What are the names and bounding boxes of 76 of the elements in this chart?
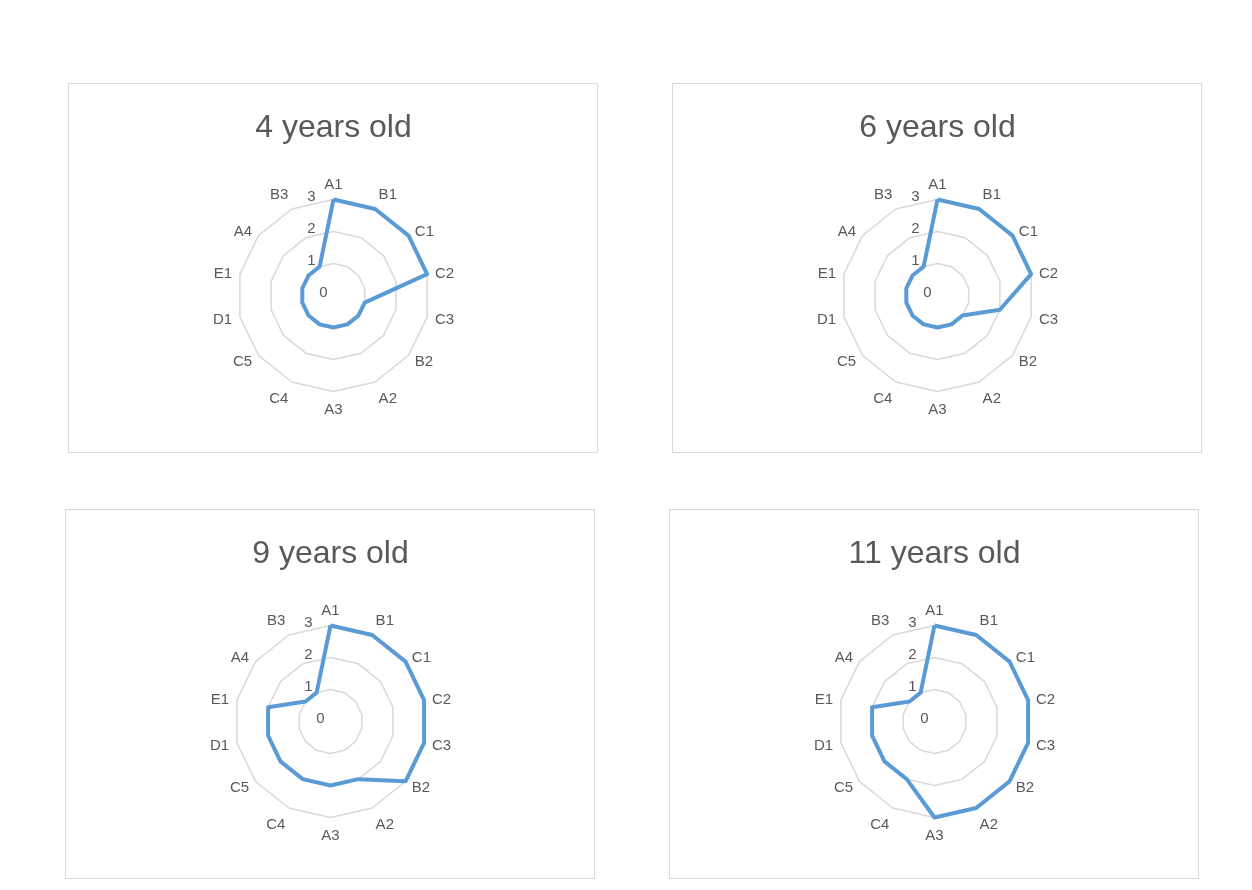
spoke-label: C1 [1018, 222, 1038, 240]
spoke-label: C4 [873, 389, 893, 407]
y-tick-label: 0 [923, 282, 932, 300]
spoke-label: A1 [321, 600, 340, 618]
spoke-label: A2 [982, 389, 1001, 407]
y-tick-label: 3 [307, 186, 316, 204]
spoke-label: C1 [414, 222, 434, 240]
spoke-label: C3 [1035, 736, 1056, 754]
spoke-label: A1 [324, 174, 343, 192]
spoke-label: C5 [230, 777, 250, 795]
spoke-label: C1 [1015, 648, 1035, 666]
spoke-label: C5 [837, 351, 857, 369]
y-tick-label: 2 [307, 218, 316, 236]
y-tick-label: 1 [911, 250, 920, 268]
spoke-label: C2 [1038, 263, 1059, 281]
spoke-label: C3 [1038, 310, 1059, 328]
spoke-label: D1 [212, 310, 233, 328]
spoke-label: C5 [834, 777, 854, 795]
spoke-label: D1 [813, 736, 834, 754]
spoke-label: E1 [210, 689, 230, 707]
spoke-label: A2 [979, 815, 998, 833]
chart-title: 4 years old [255, 107, 412, 144]
spoke-label: E1 [817, 263, 837, 281]
spoke-label: A3 [324, 399, 343, 417]
spoke-label: B3 [871, 610, 890, 628]
y-tick-label: 2 [908, 644, 917, 662]
spoke-label: C3 [434, 310, 455, 328]
chart-title: 9 years old [252, 533, 409, 570]
spoke-label: A3 [925, 825, 944, 843]
spoke-label: A4 [834, 648, 854, 666]
spoke-label: C3 [431, 736, 452, 754]
chart-title: 6 years old [859, 107, 1016, 144]
spoke-label: A2 [378, 389, 397, 407]
spoke-label: B3 [267, 610, 286, 628]
spoke-label: B3 [270, 184, 289, 202]
spoke-label: A3 [321, 825, 340, 843]
spoke-label: A1 [925, 600, 944, 618]
spoke-label: C4 [266, 815, 286, 833]
y-tick-label: 3 [304, 612, 313, 630]
spoke-label: B1 [982, 184, 1001, 202]
spoke-label: E1 [814, 689, 834, 707]
y-tick-label: 0 [319, 282, 328, 300]
spoke-label: B2 [1015, 777, 1035, 795]
spoke-label: C4 [870, 815, 890, 833]
spoke-label: C2 [434, 263, 455, 281]
spoke-label: A3 [928, 399, 947, 417]
spoke-label: C5 [233, 351, 253, 369]
y-tick-label: 1 [908, 676, 917, 694]
spoke-label: B2 [1018, 351, 1038, 369]
spoke-label: B2 [414, 351, 434, 369]
spoke-label: D1 [209, 736, 230, 754]
spoke-label: B1 [378, 184, 397, 202]
y-tick-label: 1 [304, 676, 313, 694]
spoke-label: D1 [816, 310, 837, 328]
y-tick-label: 3 [908, 612, 917, 630]
y-tick-label: 3 [911, 186, 920, 204]
y-tick-label: 1 [307, 250, 316, 268]
spoke-label: A4 [233, 222, 253, 240]
y-tick-label: 2 [911, 218, 920, 236]
spoke-label: C2 [1035, 689, 1056, 707]
spoke-label: B1 [979, 610, 998, 628]
y-tick-label: 2 [304, 644, 313, 662]
spoke-label: A2 [375, 815, 394, 833]
spoke-label: A1 [928, 174, 947, 192]
spoke-label: C1 [411, 648, 431, 666]
spoke-label: A4 [230, 648, 250, 666]
chart-title: 11 years old [848, 533, 1021, 570]
spoke-label: C4 [269, 389, 289, 407]
spoke-label: E1 [213, 263, 233, 281]
y-tick-label: 0 [316, 708, 325, 726]
spoke-label: B2 [411, 777, 431, 795]
spoke-label: A4 [837, 222, 857, 240]
spoke-label: C2 [431, 689, 452, 707]
spoke-label: B3 [874, 184, 893, 202]
y-tick-label: 0 [920, 708, 929, 726]
spoke-label: B1 [375, 610, 394, 628]
